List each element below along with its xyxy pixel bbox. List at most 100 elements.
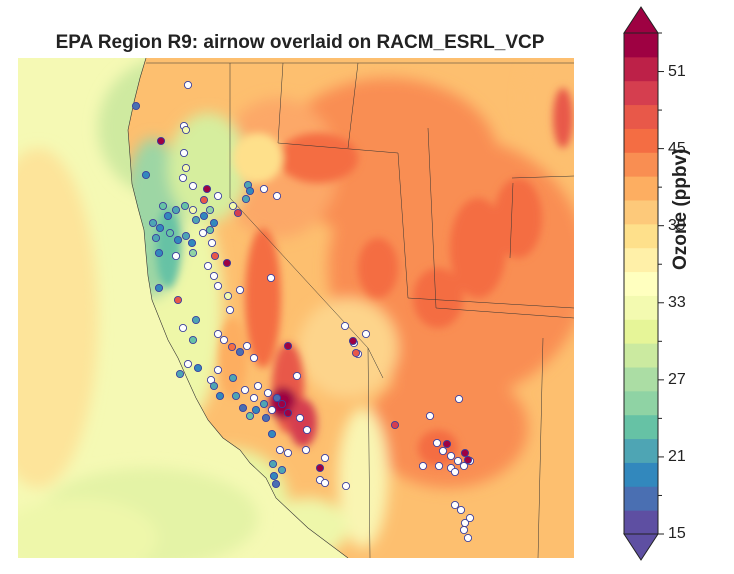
observation-marker (148, 218, 158, 228)
colorbar-tick-label: 15 (668, 525, 686, 542)
observation-marker (207, 238, 217, 248)
observation-marker (235, 285, 245, 295)
colorbar-extend-min (623, 533, 659, 561)
observation-marker (235, 347, 245, 357)
observation-marker (191, 215, 201, 225)
colorbar-segment (624, 223, 658, 249)
observation-marker (213, 281, 223, 291)
colorbar-segment (624, 80, 658, 106)
observation-marker (266, 273, 276, 283)
observation-marker (283, 448, 293, 458)
observation-marker (259, 399, 269, 409)
observation-marker (180, 201, 190, 211)
observation-marker (156, 136, 166, 146)
observation-marker (173, 235, 183, 245)
colorbar-extend-max (623, 6, 659, 34)
observation-marker (213, 329, 223, 339)
colorbar-tick-label: 27 (668, 370, 686, 388)
observation-marker (277, 465, 287, 475)
observation-marker (245, 411, 255, 421)
observation-marker (277, 399, 287, 409)
observation-marker (267, 405, 277, 415)
colorbar-segment (624, 152, 658, 177)
observation-marker (438, 446, 448, 456)
colorbar-segment (624, 319, 658, 344)
observation-marker (193, 363, 203, 373)
observation-marker (459, 461, 469, 471)
observation-marker (163, 211, 173, 221)
colorbar-scale (623, 6, 664, 561)
observation-marker (425, 411, 435, 421)
observation-marker (272, 393, 282, 403)
coastline (127, 58, 349, 558)
observation-marker (302, 425, 312, 435)
colorbar-segment (624, 367, 658, 392)
observation-marker (434, 461, 444, 471)
observation-marker (263, 388, 273, 398)
observation-marker (361, 329, 371, 339)
observation-marker (202, 184, 212, 194)
observation-marker (253, 381, 263, 391)
observation-marker (179, 148, 189, 158)
observation-marker (456, 505, 466, 515)
observation-marker (223, 291, 233, 301)
observation-marker (199, 211, 209, 221)
observation-marker (275, 445, 285, 455)
observation-marker (215, 391, 225, 401)
observation-marker (187, 238, 197, 248)
observation-marker (463, 455, 473, 465)
observation-marker (155, 223, 165, 233)
colorbar-segment (624, 438, 658, 463)
colorbar-segment (624, 176, 658, 201)
observation-marker (213, 365, 223, 375)
observation-marker (390, 420, 400, 430)
observation-marker (249, 353, 259, 363)
observation-marker (178, 173, 188, 183)
observation-marker (199, 195, 209, 205)
land-ozone-field (128, 58, 574, 558)
observation-marker (261, 413, 271, 423)
observation-marker (301, 445, 311, 455)
observation-marker (225, 305, 235, 315)
observation-marker (459, 525, 469, 535)
observation-marker (454, 394, 464, 404)
colorbar-segment (624, 486, 658, 511)
observation-marker (418, 461, 428, 471)
observation-marker (141, 170, 151, 180)
colorbar-segment (624, 414, 658, 440)
observation-marker (228, 201, 238, 211)
observation-marker (158, 201, 168, 211)
observation-marker (268, 459, 278, 469)
observation-marker (210, 251, 220, 261)
observation-marker (465, 513, 475, 523)
observation-marker (188, 181, 198, 191)
observation-marker (209, 271, 219, 281)
colorbar-segment (624, 33, 658, 58)
observation-marker (241, 194, 251, 204)
observation-marker (450, 467, 460, 477)
observation-marker (227, 342, 237, 352)
observation-marker (315, 463, 325, 473)
observation-marker (463, 533, 473, 543)
observation-marker (249, 393, 259, 403)
colorbar-tick-label: 33 (668, 293, 686, 311)
observation-marker (251, 405, 261, 415)
observation-marker (131, 101, 141, 111)
ozone-map[interactable] (18, 58, 574, 558)
observation-marker (219, 335, 229, 345)
colorbar-segment (624, 295, 658, 320)
observation-marker (203, 261, 213, 271)
observation-marker (442, 439, 452, 449)
observation-marker (320, 453, 330, 463)
colorbar-segment (624, 390, 658, 416)
observation-marker (213, 191, 223, 201)
observation-marker (272, 191, 282, 201)
observation-marker (231, 391, 241, 401)
observation-marker (228, 373, 238, 383)
observation-marker (446, 451, 456, 461)
observation-marker (240, 385, 250, 395)
observation-marker (209, 218, 219, 228)
observation-marker (283, 408, 293, 418)
observation-marker (183, 80, 193, 90)
colorbar: Ozone (ppbv) 15 21 27 33 39 45 51 (612, 0, 734, 569)
